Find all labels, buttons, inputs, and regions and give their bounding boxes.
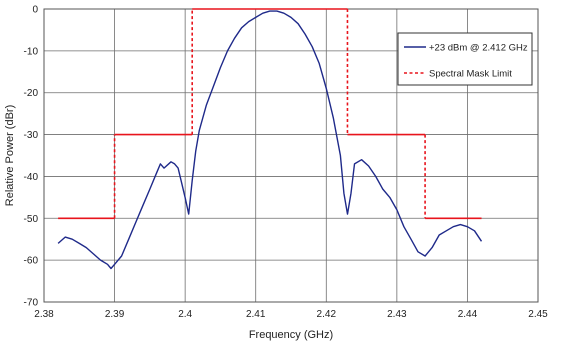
y-tick-label: -10 <box>24 46 39 57</box>
x-tick-label: 2.41 <box>246 309 266 320</box>
y-tick-label: -40 <box>24 172 39 183</box>
y-tick-label: 0 <box>32 5 38 16</box>
legend-label-mask: Spectral Mask Limit <box>429 69 512 80</box>
spectral-mask-limit-line <box>58 8 482 220</box>
power-trace-line <box>57 10 483 270</box>
x-tick-label: 2.44 <box>458 309 478 320</box>
trace-polyline <box>57 10 483 270</box>
y-tick-label: -70 <box>24 298 39 309</box>
legend-box <box>397 32 533 86</box>
y-axis-tick-labels: 0 -10 -20 -30 -40 -50 -60 -70 <box>24 5 39 309</box>
legend-label-trace: +23 dBm @ 2.412 GHz <box>429 43 528 54</box>
x-tick-label: 2.38 <box>34 309 54 320</box>
x-tick-label: 2.43 <box>387 309 407 320</box>
y-axis-title: Relative Power (dBr) <box>4 105 16 206</box>
x-tick-label: 2.4 <box>178 309 192 320</box>
y-tick-label: -60 <box>24 256 39 267</box>
y-tick-label: -30 <box>24 130 39 141</box>
x-tick-label: 2.45 <box>528 309 548 320</box>
x-tick-label: 2.42 <box>317 309 337 320</box>
x-axis-title: Frequency (GHz) <box>249 329 333 341</box>
y-tick-label: -50 <box>24 214 39 225</box>
x-axis-tick-labels: 2.38 2.39 2.4 2.41 2.42 2.43 2.44 2.45 <box>34 309 548 320</box>
chart-legend: +23 dBm @ 2.412 GHz Spectral Mask Limit <box>397 32 533 86</box>
x-tick-label: 2.39 <box>105 309 125 320</box>
y-tick-label: -20 <box>24 88 39 99</box>
